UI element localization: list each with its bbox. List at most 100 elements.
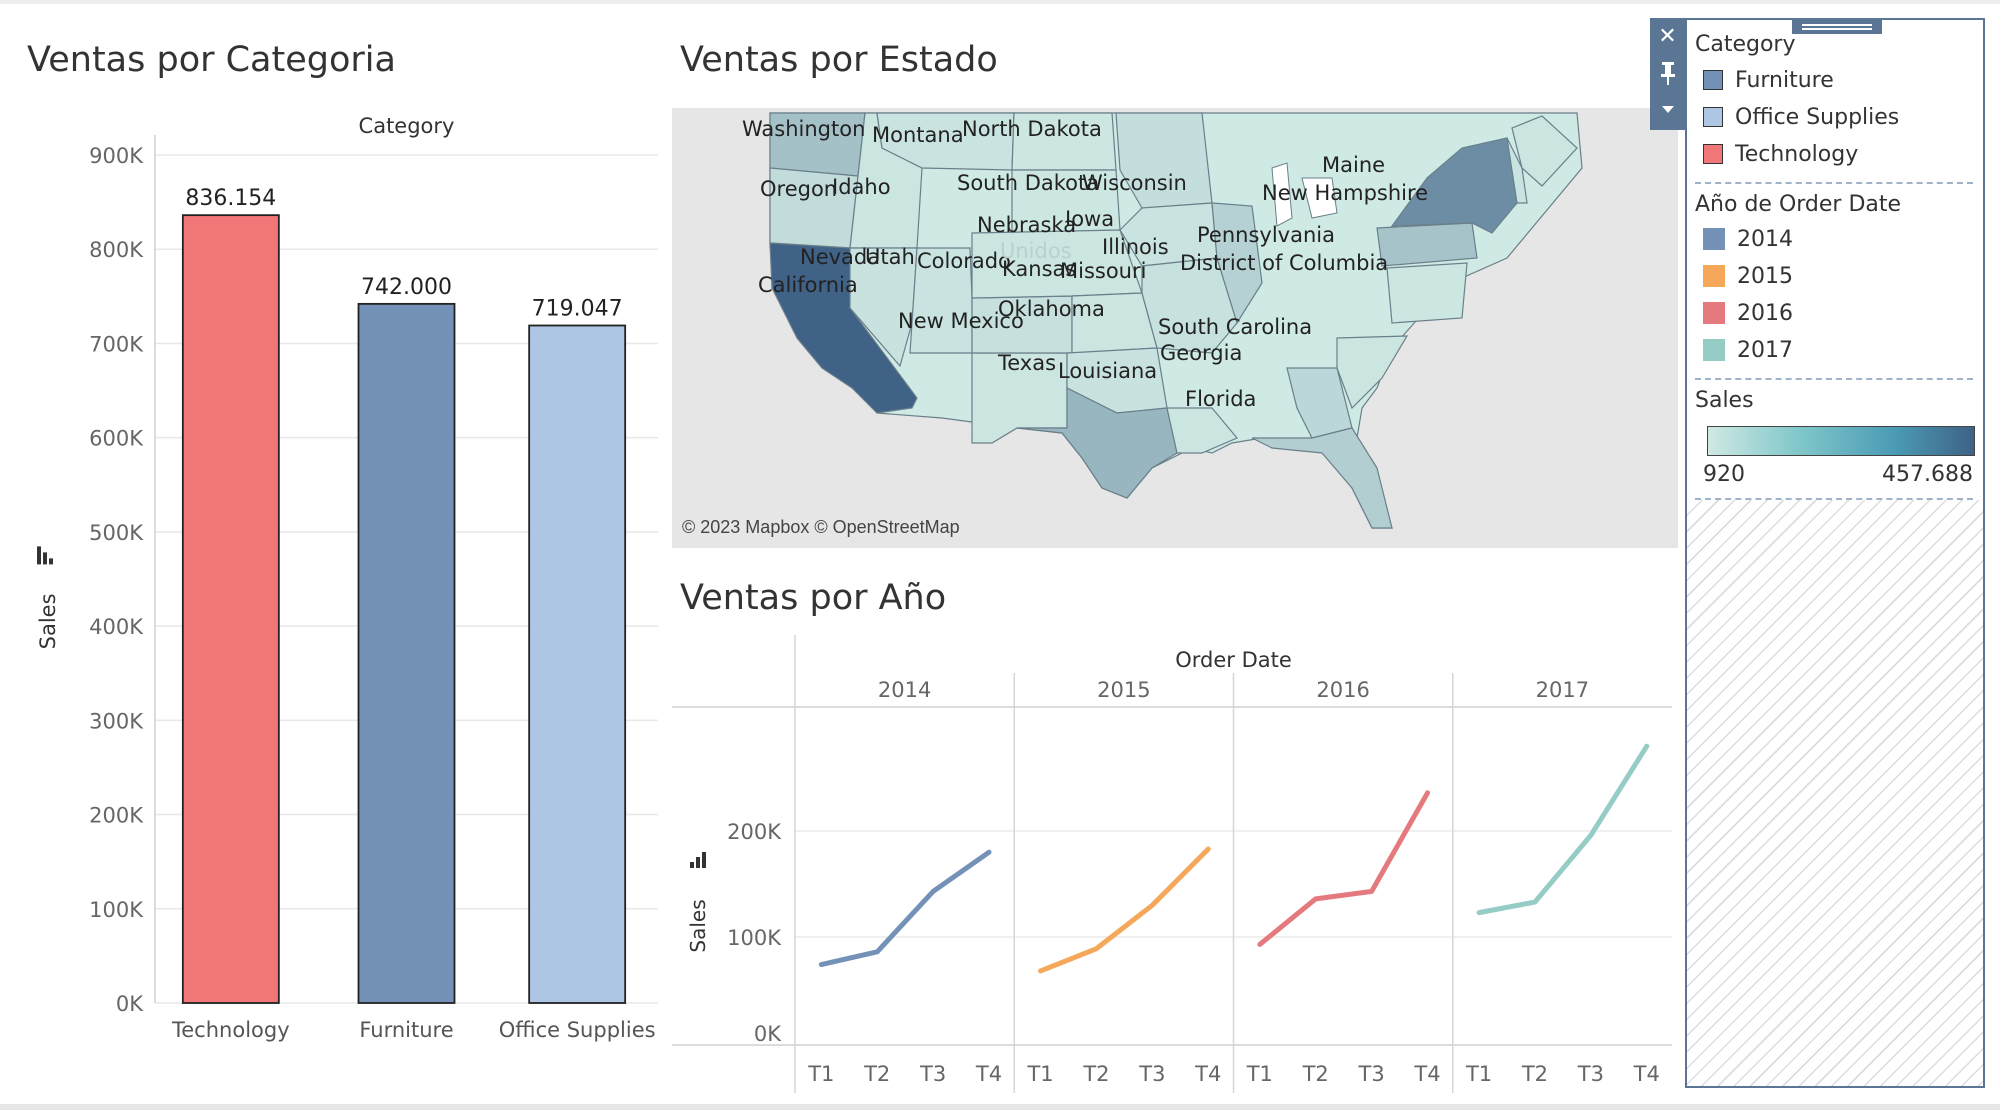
sales-min-label: 920: [1703, 462, 1745, 487]
legend-label: 2014: [1737, 227, 1793, 252]
sales-line-2016: [1257, 790, 1431, 947]
lake-michigan: [1271, 162, 1293, 227]
legend-label: Furniture: [1735, 68, 1834, 93]
sort-icon-bar: [702, 852, 706, 868]
state-label: Pennsylvania: [1197, 223, 1335, 247]
office-supplies-swatch: [1703, 107, 1723, 127]
yearly-sales-line-chart: Order Date 0K 100K 200K Sales 2014 T1 T2 T3 T4 201…: [672, 635, 1672, 1093]
dropdown-icon[interactable]: [1650, 92, 1685, 126]
quarter-tick-label: T3: [1358, 1062, 1385, 1086]
close-icon[interactable]: ✕: [1658, 24, 1677, 49]
state-florida: [1251, 427, 1393, 529]
line-x-axis-header: Order Date: [1175, 648, 1292, 672]
quarter-tick-label: T1: [1246, 1062, 1273, 1086]
year-header-label: 2017: [1536, 678, 1589, 702]
state-label: Wisconsin: [1082, 171, 1187, 195]
bar-technology: [181, 214, 280, 1004]
quarter-tick-label: T4: [1413, 1062, 1440, 1086]
bar-category-label: Office Supplies: [499, 1018, 656, 1042]
quarter-tick-label: T1: [807, 1062, 834, 1086]
legend-item-technology[interactable]: Technology: [1703, 142, 1858, 170]
quarter-tick-label: T3: [919, 1062, 946, 1086]
state-maine: [1511, 115, 1578, 187]
sort-icon-bar: [49, 558, 53, 565]
state-montana: [876, 112, 1015, 171]
year-header-label: 2016: [1316, 678, 1369, 702]
sort-icon-bar: [43, 552, 47, 565]
sort-icon-bar: [690, 862, 694, 868]
quarter-tick-label: T2: [863, 1062, 890, 1086]
state-new-hampshire: [1506, 137, 1528, 204]
legend-item-2017[interactable]: 2017: [1703, 338, 1793, 366]
state-label: South Dakota: [957, 171, 1099, 195]
sort-bars-icon: [690, 852, 706, 868]
legend-label: 2016: [1737, 301, 1793, 326]
state-label: Colorado: [917, 249, 1011, 273]
sales-legend-title: Sales: [1695, 388, 1754, 413]
legend-label: 2017: [1737, 338, 1793, 363]
state-south-carolina: [1336, 335, 1409, 410]
bar-panel-title: Ventas por Categoria: [27, 40, 396, 80]
legend-item-2015[interactable]: 2015: [1703, 264, 1793, 292]
state-label: Texas: [997, 351, 1056, 375]
map-attribution: © 2023 Mapbox © OpenStreetMap: [682, 517, 960, 537]
sales-max-label: 457.688: [1882, 462, 1973, 487]
state-louisiana: [1166, 407, 1238, 454]
bar-y-tick-label: 800K: [89, 238, 144, 262]
sort-bars-icon: [37, 546, 53, 565]
bar-value-label: 836.154: [185, 186, 276, 211]
state-label: South Carolina: [1158, 315, 1312, 339]
state-label: Maine: [1322, 153, 1385, 177]
bottom-divider: [0, 1104, 2000, 1110]
state-illinois: [1211, 202, 1263, 325]
state-label: Kansas: [1002, 257, 1076, 281]
bar-y-tick-label: 900K: [89, 144, 144, 168]
sales-line-2014: [818, 849, 992, 968]
state-nevada: [849, 247, 918, 368]
state-label: District of Columbia: [1180, 251, 1388, 275]
sort-icon-bar: [696, 857, 700, 868]
quarter-tick-label: T2: [1302, 1062, 1329, 1086]
state-label: Nevada: [800, 245, 880, 269]
legend-drag-handle[interactable]: [1792, 20, 1882, 34]
legend-divider: [1695, 182, 1973, 184]
quarter-tick-label: T2: [1521, 1062, 1548, 1086]
bar-y-tick-label: 400K: [89, 615, 144, 639]
legend-item-office-supplies[interactable]: Office Supplies: [1703, 105, 1899, 133]
state-texas: [1016, 387, 1178, 499]
year-header-label: 2014: [878, 678, 931, 702]
legend-label: Technology: [1735, 142, 1859, 167]
legend-controls: ✕: [1650, 18, 1685, 130]
top-divider: [0, 0, 2000, 4]
quarter-tick-label: T1: [1026, 1062, 1053, 1086]
bar-value-label: 742.000: [361, 275, 452, 300]
sales-line-2017: [1476, 743, 1650, 916]
year-legend-title: Año de Order Date: [1695, 192, 1902, 217]
quarter-tick-label: T2: [1082, 1062, 1109, 1086]
furniture-swatch: [1703, 70, 1723, 90]
bar-y-tick-label: 0K: [116, 992, 144, 1016]
pin-icon[interactable]: [1650, 56, 1685, 90]
line-y-axis-label: Sales: [686, 899, 710, 952]
legend-divider: [1695, 498, 1973, 500]
bar-y-tick-label: 300K: [89, 709, 144, 733]
legend-divider: [1695, 378, 1973, 380]
legend-item-furniture[interactable]: Furniture: [1703, 68, 1834, 96]
sort-icon-bar: [37, 546, 41, 565]
state-label: Missouri: [1060, 259, 1146, 283]
legend-empty-area: [1687, 500, 1983, 1086]
legend-panel: Category Furniture Office Supplies Techn…: [1685, 18, 1985, 1088]
legend-item-2016[interactable]: 2016: [1703, 301, 1793, 329]
bar-furniture: [357, 302, 456, 1004]
state-label: Unidos: [1000, 239, 1072, 263]
year-2017-swatch: [1703, 339, 1725, 361]
state-label: North Dakota: [962, 117, 1102, 141]
sales-line-2015: [1038, 846, 1211, 974]
sales-color-ramp: [1707, 426, 1975, 456]
line-y-tick-label: 100K: [727, 926, 782, 950]
year-2016-swatch: [1703, 302, 1725, 324]
legend-item-2014[interactable]: 2014: [1703, 227, 1793, 255]
state-label: Oklahoma: [998, 297, 1105, 321]
year-2014-swatch: [1703, 228, 1725, 250]
